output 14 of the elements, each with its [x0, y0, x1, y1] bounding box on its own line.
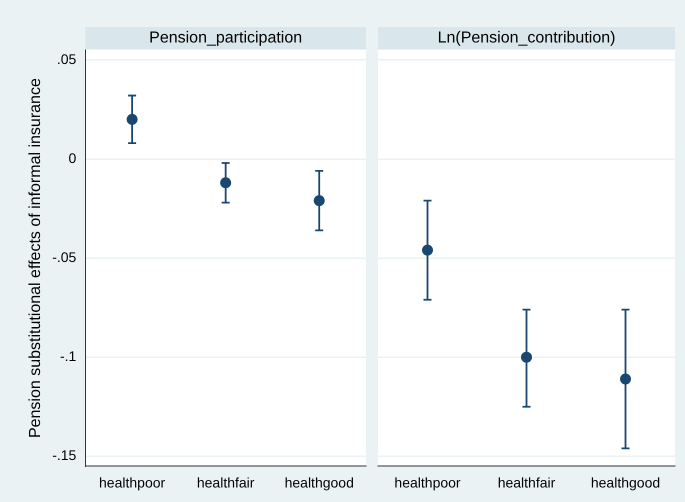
y-tick-label: 0: [68, 150, 77, 166]
x-tick-label: healthpoor: [394, 474, 461, 490]
x-tick-label: healthgood: [284, 474, 354, 490]
y-axis-title: Pension substitutional effects of informal insurance: [27, 78, 44, 438]
y-tick-label: -.05: [52, 248, 77, 265]
x-tick-label: healthgood: [590, 474, 660, 490]
y-tick-label: -.15: [52, 447, 77, 464]
chart-title: Ln(Pension_contribution): [438, 29, 616, 46]
y-tick-label: -.1: [60, 348, 77, 364]
x-tick-label: healthpoor: [99, 474, 166, 490]
chart-title: Pension_participation: [149, 29, 302, 46]
y-tick-label: .05: [56, 50, 77, 67]
x-tick-label: healthfair: [498, 474, 556, 490]
x-tick-label: healthfair: [196, 474, 255, 490]
